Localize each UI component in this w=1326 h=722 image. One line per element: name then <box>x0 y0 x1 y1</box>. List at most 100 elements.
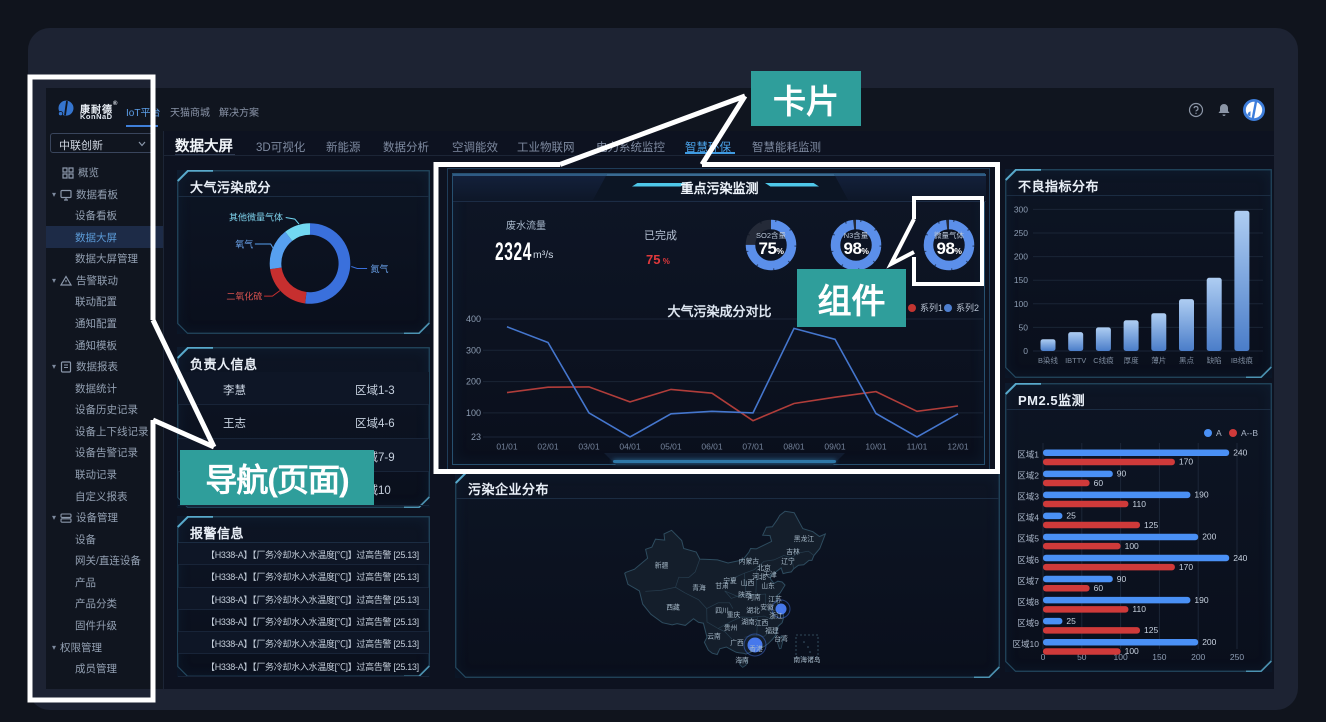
svg-text:重庆: 重庆 <box>727 610 741 619</box>
svg-text:110: 110 <box>1132 604 1146 614</box>
svg-text:200: 200 <box>1191 652 1205 662</box>
svg-text:台湾: 台湾 <box>774 634 788 643</box>
svg-text:01/01: 01/01 <box>496 442 518 452</box>
svg-text:09/01: 09/01 <box>824 442 846 452</box>
svg-text:25: 25 <box>1066 616 1076 626</box>
svg-text:辽宁: 辽宁 <box>781 557 795 566</box>
svg-text:12/01: 12/01 <box>947 442 969 452</box>
svg-text:氧气: 氧气 <box>235 238 253 249</box>
svg-text:190: 190 <box>1194 595 1208 605</box>
svg-text:天津: 天津 <box>763 571 777 579</box>
svg-text:06/01: 06/01 <box>701 442 723 452</box>
svg-text:23: 23 <box>471 432 481 442</box>
svg-text:区域4: 区域4 <box>1017 513 1039 523</box>
svg-text:西藏: 西藏 <box>666 603 680 612</box>
svg-text:宁夏: 宁夏 <box>723 576 737 585</box>
svg-text:11/01: 11/01 <box>907 442 928 452</box>
svg-text:10/01: 10/01 <box>865 442 887 452</box>
svg-text:其他微量气体: 其他微量气体 <box>229 212 283 223</box>
svg-text:区域8: 区域8 <box>1017 597 1039 607</box>
svg-text:云南: 云南 <box>707 632 721 641</box>
svg-text:150: 150 <box>1014 275 1028 285</box>
svg-text:170: 170 <box>1179 457 1193 467</box>
svg-text:100: 100 <box>1125 541 1139 551</box>
svg-text:浙江: 浙江 <box>769 611 783 620</box>
svg-text:100: 100 <box>1114 652 1128 662</box>
svg-text:03/01: 03/01 <box>578 442 600 452</box>
svg-text:400: 400 <box>466 314 481 324</box>
svg-text:北京: 北京 <box>757 563 771 572</box>
svg-text:08/01: 08/01 <box>783 442 805 452</box>
svg-text:薄片: 薄片 <box>1151 355 1166 365</box>
svg-text:IB线痕: IB线痕 <box>1231 355 1254 365</box>
svg-text:A: A <box>1216 428 1222 438</box>
svg-text:100: 100 <box>466 408 481 418</box>
svg-text:02/01: 02/01 <box>537 442 559 452</box>
svg-text:河北: 河北 <box>752 573 766 581</box>
svg-text:陕西: 陕西 <box>738 590 752 599</box>
svg-text:125: 125 <box>1144 625 1158 635</box>
svg-text:黑龙江: 黑龙江 <box>794 534 815 543</box>
svg-text:南海诸岛: 南海诸岛 <box>793 655 820 664</box>
svg-text:200: 200 <box>1014 252 1028 262</box>
svg-text:04/01: 04/01 <box>619 442 641 452</box>
svg-text:300: 300 <box>1014 204 1028 214</box>
svg-text:250: 250 <box>1014 228 1028 238</box>
svg-text:区域6: 区域6 <box>1017 555 1039 565</box>
svg-text:吉林: 吉林 <box>786 547 800 556</box>
svg-text:新疆: 新疆 <box>655 561 669 570</box>
svg-text:IBTTV: IBTTV <box>1065 356 1086 365</box>
svg-text:甘肃: 甘肃 <box>715 581 729 590</box>
svg-text:100: 100 <box>1014 299 1028 309</box>
svg-text:07/01: 07/01 <box>742 442 764 452</box>
svg-text:区域1: 区域1 <box>1017 450 1039 460</box>
svg-text:60: 60 <box>1094 478 1104 488</box>
svg-text:江西: 江西 <box>755 619 769 627</box>
svg-text:广西: 广西 <box>730 638 744 647</box>
svg-text:山东: 山东 <box>761 581 775 590</box>
svg-text:内蒙古: 内蒙古 <box>739 557 760 566</box>
svg-text:区域2: 区域2 <box>1017 471 1039 481</box>
svg-text:区域10: 区域10 <box>1013 639 1040 649</box>
svg-text:200: 200 <box>1202 637 1216 647</box>
svg-text:江苏: 江苏 <box>768 595 782 604</box>
svg-text:50: 50 <box>1077 652 1087 662</box>
svg-text:山西: 山西 <box>741 578 755 587</box>
svg-text:25: 25 <box>1066 511 1076 521</box>
svg-text:0: 0 <box>1041 652 1046 662</box>
svg-text:青海: 青海 <box>692 583 706 592</box>
svg-text:区域9: 区域9 <box>1017 618 1039 628</box>
svg-text:海南: 海南 <box>735 656 749 665</box>
svg-text:90: 90 <box>1117 574 1127 584</box>
svg-text:240: 240 <box>1233 553 1247 563</box>
svg-text:250: 250 <box>1230 652 1244 662</box>
svg-text:150: 150 <box>1152 652 1166 662</box>
svg-text:90: 90 <box>1117 469 1127 479</box>
svg-text:60: 60 <box>1094 583 1104 593</box>
svg-text:四川: 四川 <box>715 607 729 615</box>
svg-text:190: 190 <box>1194 490 1208 500</box>
svg-text:湖南: 湖南 <box>741 617 755 626</box>
svg-text:区域7: 区域7 <box>1017 576 1039 586</box>
svg-text:240: 240 <box>1233 448 1247 458</box>
svg-text:100: 100 <box>1125 646 1139 656</box>
svg-text:05/01: 05/01 <box>660 442 682 452</box>
svg-text:200: 200 <box>1202 532 1216 542</box>
svg-text:安徽: 安徽 <box>760 603 774 612</box>
svg-text:50: 50 <box>1019 322 1029 332</box>
svg-text:二氧化硫: 二氧化硫 <box>226 291 262 302</box>
svg-text:香港: 香港 <box>749 644 763 653</box>
svg-text:0: 0 <box>1023 346 1028 356</box>
svg-text:200: 200 <box>466 377 481 387</box>
svg-text:125: 125 <box>1144 520 1158 530</box>
svg-text:110: 110 <box>1132 499 1146 509</box>
svg-text:福建: 福建 <box>765 626 779 635</box>
svg-text:B染线: B染线 <box>1038 355 1059 365</box>
svg-text:缺陷: 缺陷 <box>1207 355 1222 365</box>
svg-text:A--B: A--B <box>1241 428 1258 438</box>
svg-text:厚度: 厚度 <box>1124 355 1140 365</box>
svg-text:170: 170 <box>1179 562 1193 572</box>
svg-text:区域5: 区域5 <box>1017 534 1039 544</box>
svg-text:贵州: 贵州 <box>724 623 738 632</box>
svg-text:区域3: 区域3 <box>1017 492 1039 502</box>
